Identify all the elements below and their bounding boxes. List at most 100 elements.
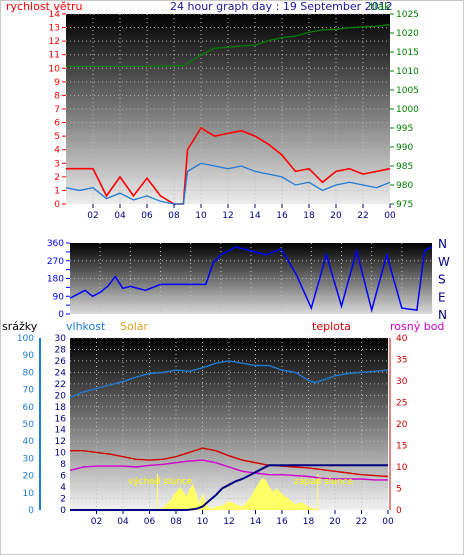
direction-tick-label: 90 (53, 292, 65, 302)
temperature-panel-grid (70, 337, 388, 510)
temperature-tick-label: 35 (396, 356, 407, 366)
wind-x-tick-label: 18 (303, 211, 315, 221)
rain-tick-label: 70 (23, 386, 35, 396)
pressure-tick-label: 1020 (396, 29, 419, 39)
pressure-tick-label: 1000 (396, 105, 419, 115)
rain-tick-label: 0 (28, 506, 34, 516)
temperature-axis-title: teplota (312, 320, 351, 333)
rain-axis-title: srážky (2, 320, 38, 333)
direction-panel-grid (70, 243, 432, 314)
solar-axis-title: Solar (120, 320, 149, 333)
compass-label: N (438, 237, 447, 251)
pressure-tick-label: 1010 (396, 67, 419, 77)
temperature-x-tick-label: 12 (223, 517, 234, 527)
temperature-x-tick-label: 18 (303, 517, 315, 527)
direction-tick-label: 360 (47, 239, 64, 249)
rain-tick-label: 50 (23, 420, 35, 430)
temperature-x-tick-label: 06 (144, 517, 156, 527)
temperature-tick-label: 25 (396, 399, 407, 409)
humidity-tick-label: 22 (55, 380, 66, 390)
wind-speed-tick-label: 10 (49, 64, 61, 74)
pressure-tick-label: 1015 (396, 48, 419, 58)
temperature-x-tick-label: 14 (250, 517, 262, 527)
temperature-tick-label: 0 (396, 506, 402, 516)
rain-tick-label: 90 (23, 351, 35, 361)
humidity-tick-label: 4 (60, 483, 66, 493)
rain-tick-label: 40 (23, 437, 35, 447)
sunset-label: západ slunce (294, 477, 354, 487)
temperature-x-tick-label: 08 (170, 517, 182, 527)
temperature-x-tick-label: 16 (276, 517, 288, 527)
chart-title: 24 hour graph day : 19 September 2012 (170, 0, 393, 13)
direction-ticks: 0 90 180 270 360 (47, 239, 70, 320)
wind-speed-axis-title: rychlost větru (6, 0, 82, 13)
wind-speed-tick-label: 8 (54, 91, 60, 101)
temperature-line (70, 447, 389, 478)
wind-speed-tick-label: 9 (54, 78, 60, 88)
direction-tick-label: 270 (47, 257, 64, 267)
wind-x-tick-label: 20 (330, 211, 342, 221)
wind-speed-tick-label: 3 (54, 159, 60, 169)
pressure-tick-label: 985 (396, 162, 413, 172)
temperature-panel-axes: 0102030405060708090100024681012141618202… (17, 334, 408, 516)
pressure-line (66, 23, 391, 68)
temperature-x-tick-label: 02 (91, 517, 102, 527)
temperature-x-tick-label: 20 (329, 517, 341, 527)
wind-x-tick-label: 04 (114, 211, 126, 221)
direction-tick-label: 180 (47, 275, 64, 285)
wind-speed-tick-label: 7 (54, 105, 60, 115)
humidity-tick-label: 28 (55, 345, 67, 355)
humidity-tick-label: 10 (55, 449, 67, 459)
wind-speed-tick-label: 13 (49, 24, 60, 34)
direction-tick-label: 0 (58, 310, 64, 320)
humidity-tick-label: 26 (55, 357, 67, 367)
wind-x-tick-label: 12 (222, 211, 233, 221)
rain-tick-label: 80 (23, 368, 35, 378)
temperature-tick-label: 5 (396, 485, 402, 495)
temperature-x-tick-label: 10 (197, 517, 209, 527)
rain-tick-label: 20 (23, 472, 35, 482)
humidity-tick-label: 16 (55, 414, 67, 424)
dewpoint-line (69, 459, 388, 481)
humidity-tick-label: 14 (55, 426, 67, 436)
pressure-ticks: 975 980 985 990 995 1000 1005 1010 1015 1020 1025 (390, 10, 419, 210)
wind-gust-line (66, 126, 391, 205)
humidity-tick-label: 20 (55, 391, 67, 401)
solar-area (70, 477, 388, 510)
rain-tick-label: 60 (23, 403, 35, 413)
pressure-tick-label: 990 (396, 143, 413, 153)
wind-speed-tick-label: 1 (54, 186, 60, 196)
wind-speed-tick-label: 4 (54, 146, 60, 156)
wind-x-tick-label: 08 (168, 211, 180, 221)
temperature-x-tick-label: 00 (382, 517, 394, 527)
wind-x-tick-label: 00 (384, 211, 396, 221)
compass-label: E (438, 290, 446, 304)
humidity-tick-label: 2 (60, 495, 66, 505)
wind-x-tick-label: 06 (141, 211, 153, 221)
rain-tick-label: 30 (23, 454, 35, 464)
temperature-tick-label: 10 (396, 463, 408, 473)
wind-x-tick-label: 16 (276, 211, 288, 221)
pressure-tick-label: 995 (396, 124, 413, 134)
wind-x-tick-label: 22 (357, 211, 368, 221)
pressure-tick-label: 980 (396, 181, 413, 191)
temperature-tick-label: 20 (396, 420, 408, 430)
wind-direction-line (69, 246, 433, 314)
wind-x-tick-label: 14 (249, 211, 261, 221)
pressure-axis-title: tlak (370, 0, 391, 13)
wind-speed-tick-label: 0 (54, 200, 60, 210)
temperature-tick-label: 15 (396, 442, 407, 452)
wind-speed-tick-label: 14 (49, 10, 61, 20)
humidity-tick-label: 12 (55, 437, 66, 447)
compass-label: S (438, 273, 446, 287)
wind-panel-series (65, 23, 391, 205)
rain-tick-label: 10 (23, 489, 35, 499)
compass-label: W (438, 255, 450, 269)
wind-average-line (65, 162, 391, 205)
direction-series (69, 246, 433, 314)
temperature-x-tick-label: 22 (356, 517, 367, 527)
sunrise-label: východ slunce (128, 477, 193, 487)
pressure-tick-label: 975 (396, 200, 413, 210)
